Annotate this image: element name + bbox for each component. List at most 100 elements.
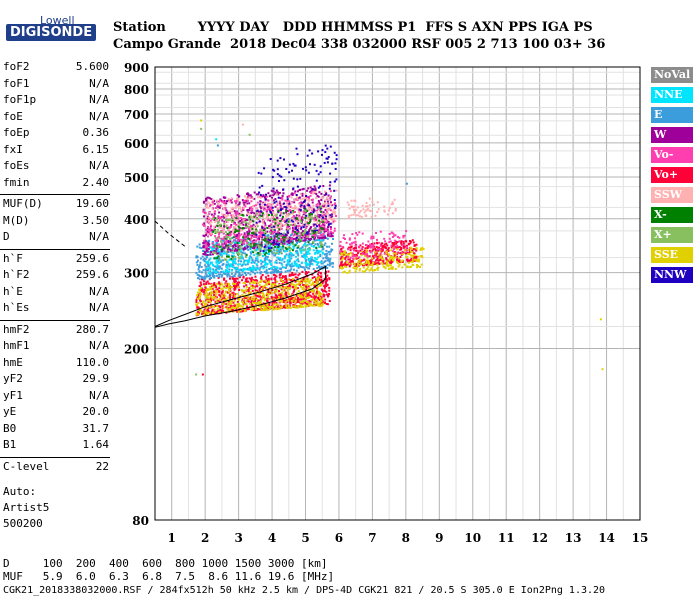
echo-point bbox=[373, 268, 376, 271]
echo-point bbox=[258, 186, 261, 189]
echo-point bbox=[227, 296, 230, 299]
echo-point bbox=[278, 294, 281, 297]
echo-point bbox=[325, 285, 328, 288]
echo-point bbox=[242, 221, 245, 224]
echo-point bbox=[303, 285, 306, 288]
echo-point bbox=[220, 254, 223, 256]
echo-point bbox=[286, 283, 288, 286]
echo-point bbox=[197, 302, 200, 305]
echo-point bbox=[289, 206, 292, 208]
echo-point bbox=[382, 259, 385, 262]
echo-point bbox=[265, 252, 268, 255]
echo-point bbox=[243, 301, 246, 304]
echo-point bbox=[268, 195, 271, 198]
echo-point bbox=[256, 279, 259, 282]
echo-point bbox=[230, 220, 233, 223]
echo-point bbox=[245, 238, 248, 241]
echo-point bbox=[220, 237, 223, 240]
echo-point bbox=[279, 202, 281, 205]
echo-point bbox=[238, 269, 241, 271]
param-value: 3.50 bbox=[82, 213, 110, 227]
echo-point bbox=[239, 213, 242, 216]
echo-point bbox=[245, 226, 248, 229]
echo-point bbox=[279, 257, 282, 259]
echo-point bbox=[270, 189, 273, 192]
echo-point bbox=[251, 280, 254, 283]
echo-point bbox=[323, 234, 326, 237]
echo-point bbox=[302, 299, 305, 302]
echo-point bbox=[268, 283, 270, 286]
echo-point bbox=[229, 297, 231, 300]
echo-point bbox=[312, 224, 315, 227]
echo-point bbox=[250, 209, 253, 212]
echo-point bbox=[291, 241, 294, 244]
echo-point bbox=[309, 194, 312, 197]
echo-point bbox=[283, 286, 286, 289]
echo-point bbox=[363, 249, 366, 252]
echo-point bbox=[353, 262, 356, 265]
echo-point bbox=[291, 249, 294, 252]
echo-point bbox=[257, 281, 260, 284]
param-value: 6.15 bbox=[82, 142, 110, 156]
echo-point bbox=[268, 241, 271, 244]
echo-point bbox=[206, 269, 209, 272]
echo-point bbox=[311, 304, 314, 307]
x-tick-label: 3 bbox=[234, 531, 242, 545]
echo-point bbox=[316, 225, 319, 228]
echo-point bbox=[302, 297, 305, 300]
echo-point bbox=[248, 258, 251, 261]
echo-point bbox=[311, 229, 314, 232]
echo-point bbox=[304, 273, 307, 275]
echo-point bbox=[328, 216, 331, 219]
echo-point bbox=[254, 272, 256, 275]
echo-point bbox=[227, 240, 230, 242]
echo-point bbox=[355, 247, 357, 250]
echo-point bbox=[265, 209, 268, 212]
echo-point bbox=[290, 201, 293, 204]
echo-point bbox=[198, 266, 201, 269]
echo-point bbox=[367, 261, 370, 264]
echo-point bbox=[294, 217, 297, 220]
echo-point bbox=[212, 310, 215, 313]
echo-point bbox=[286, 223, 289, 226]
echo-point bbox=[335, 215, 337, 217]
echo-point bbox=[299, 188, 302, 191]
echo-point bbox=[278, 222, 281, 225]
echo-point bbox=[227, 255, 230, 258]
echo-point bbox=[220, 292, 223, 295]
echo-point bbox=[254, 308, 257, 310]
echo-point bbox=[210, 246, 213, 249]
echo-point bbox=[233, 275, 236, 277]
echo-point bbox=[264, 257, 267, 260]
echo-point bbox=[261, 212, 264, 215]
echo-point bbox=[309, 211, 312, 214]
echo-point bbox=[258, 220, 261, 223]
echo-point bbox=[233, 249, 236, 252]
echo-point bbox=[235, 217, 238, 220]
echo-point bbox=[308, 204, 310, 207]
param-value: 0.36 bbox=[82, 126, 110, 139]
echo-point bbox=[254, 293, 257, 296]
echo-point bbox=[226, 273, 229, 276]
echo-point bbox=[326, 200, 329, 203]
echo-point bbox=[271, 268, 274, 271]
echo-point bbox=[273, 169, 276, 172]
echo-point bbox=[342, 263, 345, 266]
param-value: 259.6 bbox=[75, 268, 109, 281]
echo-point bbox=[241, 214, 244, 216]
echo-point bbox=[210, 290, 213, 293]
echo-point bbox=[212, 230, 215, 233]
echo-point bbox=[250, 212, 252, 215]
echo-point bbox=[319, 253, 322, 256]
echo-point bbox=[301, 288, 304, 290]
echo-point bbox=[344, 256, 347, 259]
echo-point bbox=[258, 302, 261, 305]
echo-point bbox=[329, 203, 332, 206]
echo-point bbox=[217, 252, 220, 255]
echo-point bbox=[226, 211, 229, 214]
echo-point bbox=[207, 233, 210, 235]
echo-point bbox=[211, 247, 214, 250]
echo-point bbox=[288, 195, 291, 198]
echo-point bbox=[279, 306, 282, 309]
echo-point bbox=[235, 285, 238, 288]
